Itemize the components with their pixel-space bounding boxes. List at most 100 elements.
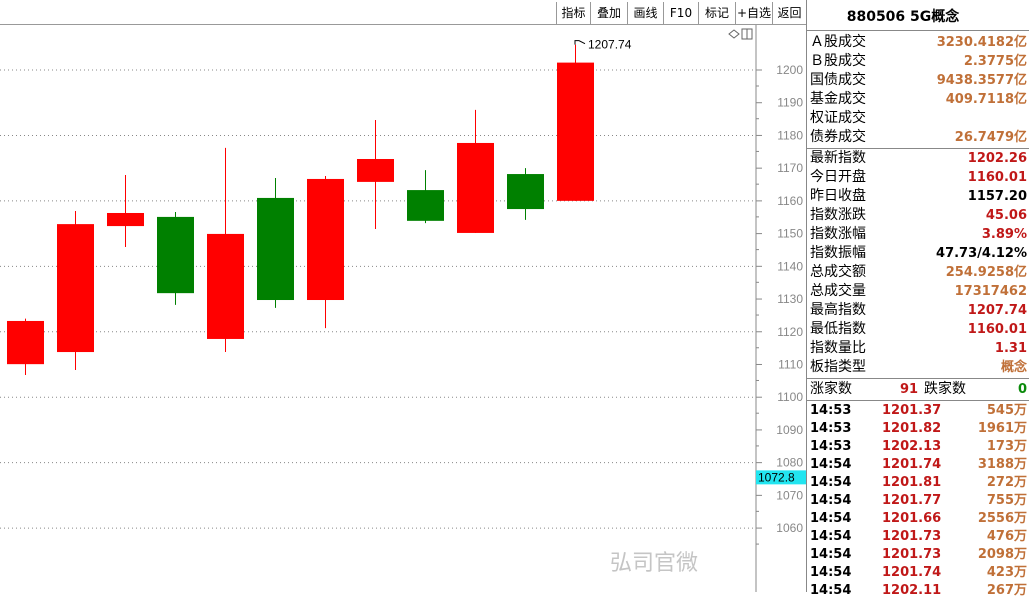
panel-row: 基金成交 409.7118亿 (810, 90, 1027, 109)
candle-body (207, 233, 244, 339)
row-label: 国债成交 (810, 72, 866, 88)
candle-body (57, 224, 94, 353)
row-label: Ｂ股成交 (810, 53, 866, 69)
row-label: 基金成交 (810, 91, 866, 107)
market-breadth: 涨家数 91 跌家数 0 (810, 380, 1027, 399)
tick-row: 14:54 1201.66 2556万 (810, 510, 1027, 528)
row-value: 1207.74 (967, 303, 1027, 318)
panel-row: 总成交量 17317462 (810, 282, 1027, 301)
row-label: 今日开盘 (810, 169, 866, 185)
row-value: 254.9258亿 (945, 265, 1027, 280)
panel-row: Ａ股成交 3230.4182亿 (810, 33, 1027, 52)
panel-row: 板指类型 概念 (810, 358, 1027, 377)
y-tick-label: 1180 (777, 128, 803, 142)
tick-price: 1201.66 (882, 511, 942, 526)
panel-row: 指数涨幅 3.89% (810, 225, 1027, 244)
tick-volume: 173万 (986, 439, 1027, 454)
y-tick-label: 1170 (777, 161, 803, 175)
tick-volume: 2098万 (977, 547, 1027, 562)
candle-body (157, 216, 194, 294)
tick-time: 14:54 (810, 511, 852, 526)
tick-price: 1201.73 (882, 547, 942, 562)
tick-row: 14:54 1201.73 2098万 (810, 546, 1027, 564)
panel-row: 今日开盘 1160.01 (810, 168, 1027, 187)
candle-body (257, 197, 294, 301)
panel-row: 国债成交 9438.3577亿 (810, 71, 1027, 90)
tick-price: 1201.37 (882, 403, 942, 418)
row-label: Ａ股成交 (810, 34, 866, 50)
tick-price: 1202.11 (882, 583, 942, 598)
tick-row: 14:53 1201.82 1961万 (810, 420, 1027, 438)
tick-price: 1201.74 (882, 565, 942, 580)
row-label: 最低指数 (810, 321, 866, 337)
tick-time: 14:54 (810, 529, 852, 544)
panel-row: 总成交额 254.9258亿 (810, 263, 1027, 282)
down-count: 0 (1017, 382, 1027, 397)
tick-time: 14:53 (810, 439, 852, 454)
divider (807, 30, 1029, 31)
candle-body (557, 62, 594, 201)
tick-row: 14:54 1201.73 476万 (810, 528, 1027, 546)
y-tick-label: 1200 (776, 63, 803, 77)
candle-body (107, 212, 144, 227)
y-tick-label: 1130 (777, 292, 803, 306)
y-tick-label: 1100 (777, 390, 803, 404)
row-value: 26.7479亿 (954, 130, 1027, 145)
panel-row: Ｂ股成交 2.3775亿 (810, 52, 1027, 71)
row-label: 指数涨跌 (810, 207, 866, 223)
tick-time: 14:53 (810, 421, 852, 436)
row-value: 1160.01 (967, 170, 1027, 185)
row-label: 板指类型 (810, 359, 866, 375)
diamond-icon[interactable] (728, 29, 740, 39)
panel-row: 权证成交 (810, 109, 1027, 128)
row-value: 409.7118亿 (945, 92, 1027, 107)
y-tick-label: 1140 (777, 259, 803, 273)
panel-row: 指数振幅 47.73/4.12% (810, 244, 1027, 263)
chart-toolbar: 指标 叠加 画线 F10 标记 +自选 返回 (0, 0, 806, 25)
row-value: 1202.26 (967, 151, 1027, 166)
tick-row: 14:54 1201.77 755万 (810, 492, 1027, 510)
tick-row: 14:53 1201.37 545万 (810, 402, 1027, 420)
tick-time: 14:53 (810, 403, 852, 418)
tick-price: 1201.81 (882, 475, 942, 490)
quote-panel: 880506 5G概念 Ａ股成交 3230.4182亿 Ｂ股成交 2.3775亿 国债成… (806, 0, 1029, 598)
tick-time: 14:54 (810, 547, 852, 562)
row-value: 9438.3577亿 (936, 73, 1027, 88)
tick-time: 14:54 (810, 457, 852, 472)
panel-row: 最新指数 1202.26 (810, 149, 1027, 168)
candle-body (7, 320, 44, 365)
toolbar-button-2[interactable]: 画线 (627, 2, 663, 24)
y-tick-label: 1070 (776, 488, 803, 502)
tick-price: 1201.77 (882, 493, 942, 508)
y-tick-label: 1110 (778, 357, 803, 371)
tick-time: 14:54 (810, 565, 852, 580)
row-label: 指数振幅 (810, 245, 866, 261)
row-value: 1160.01 (967, 322, 1027, 337)
candle-body (457, 142, 494, 233)
row-label: 总成交额 (810, 264, 866, 280)
toolbar-button-6[interactable]: 返回 (772, 2, 806, 24)
y-tick-label: 1060 (776, 521, 803, 535)
toolbar-button-4[interactable]: 标记 (698, 2, 735, 24)
row-value: 1157.20 (967, 189, 1027, 204)
toolbar-button-5[interactable]: +自选 (735, 2, 772, 24)
candlestick-chart[interactable]: 1200 1190 1180 1170 1160 1150 1140 1130 1120 1110… (0, 25, 806, 592)
row-label: 最新指数 (810, 150, 866, 166)
tick-price: 1201.73 (882, 529, 942, 544)
down-count-label: 跌家数 (924, 381, 966, 397)
panel-row: 指数涨跌 45.06 (810, 206, 1027, 225)
toolbar-button-1[interactable]: 叠加 (590, 2, 627, 24)
toolbar-button-3[interactable]: F10 (663, 2, 698, 24)
row-label: 指数涨幅 (810, 226, 866, 242)
tick-price: 1202.13 (882, 439, 942, 454)
y-tick-label: 1190 (777, 96, 803, 110)
tick-row: 14:54 1202.11 267万 (810, 582, 1027, 600)
toolbar-button-0[interactable]: 指标 (556, 2, 590, 24)
panel-row: 债券成交 26.7479亿 (810, 128, 1027, 147)
row-label: 总成交量 (810, 283, 866, 299)
panel-row: 最高指数 1207.74 (810, 301, 1027, 320)
divider (807, 148, 1029, 149)
row-value: 3230.4182亿 (936, 35, 1027, 50)
tick-time: 14:54 (810, 493, 852, 508)
panel-row: 昨日收盘 1157.20 (810, 187, 1027, 206)
